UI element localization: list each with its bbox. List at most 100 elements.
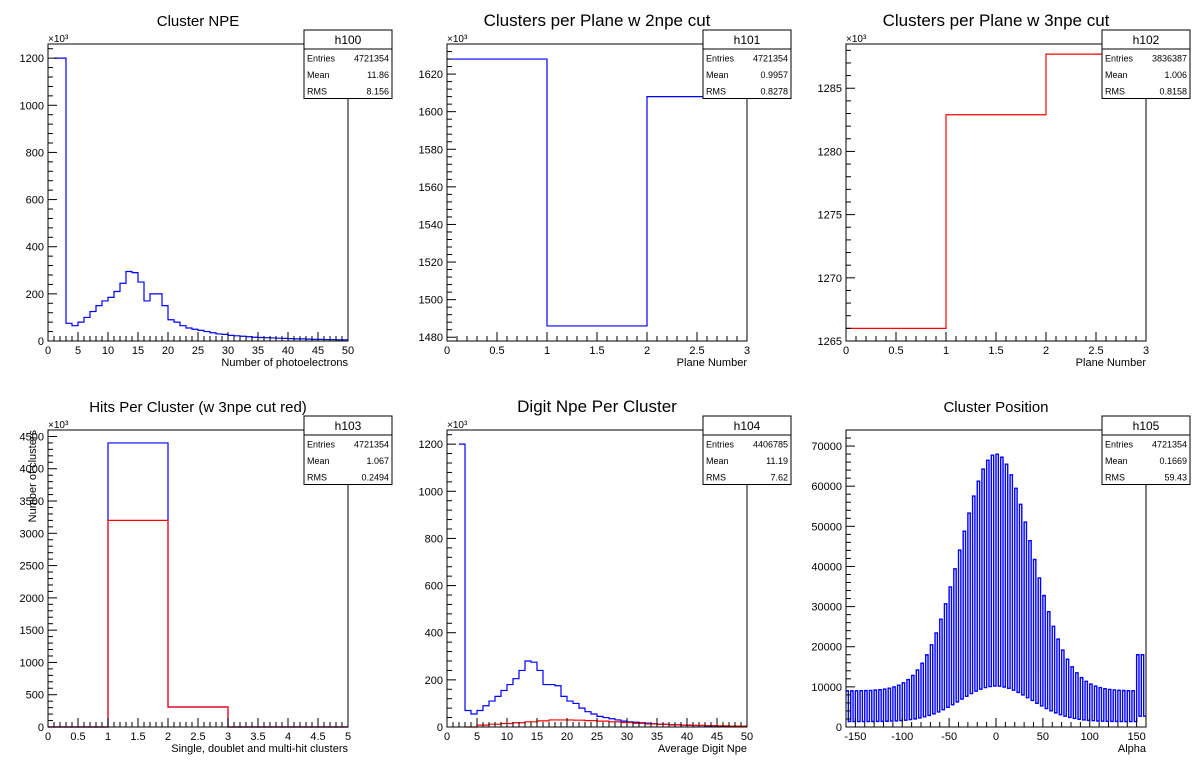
chart-title: Digit Npe Per Cluster <box>517 397 677 416</box>
x-tick-label: 0.5 <box>70 731 85 743</box>
y-tick-label: 1620 <box>419 69 443 81</box>
x-tick-label: 45 <box>711 731 723 743</box>
stats-value: 0.8158 <box>1159 87 1187 97</box>
x-tick-label: 3 <box>1143 345 1149 357</box>
y-tick-label: 40000 <box>811 561 842 573</box>
stats-value: 8.156 <box>366 87 389 97</box>
x-tick-label: -150 <box>844 731 866 743</box>
chart-title: Cluster NPE <box>157 13 240 30</box>
y-tick-label: 3500 <box>20 496 44 508</box>
y-tick-label: 3000 <box>20 528 44 540</box>
stats-value: 4721354 <box>1152 440 1187 450</box>
stats-value: 4721354 <box>753 54 788 64</box>
y-tick-label: 200 <box>425 675 443 687</box>
y-tick-label: 400 <box>425 628 443 640</box>
stats-label: Entries <box>706 440 735 450</box>
y-tick-label: 0 <box>836 722 842 734</box>
x-axis-label: Single, doublet and multi-hit clusters <box>171 743 348 755</box>
y-exponent-label: ×10³ <box>447 420 468 431</box>
stats-label: Mean <box>1105 70 1128 80</box>
y-axis-label: Number of clusters <box>27 430 39 523</box>
stats-box-name: h100 <box>335 33 362 47</box>
y-tick-label: 4500 <box>20 431 44 443</box>
x-axis-label: Plane Number <box>677 357 748 369</box>
stats-box-frame <box>1101 29 1191 99</box>
y-tick-label: 1285 <box>818 83 842 95</box>
x-tick-label: 4.5 <box>310 731 325 743</box>
stats-label: Mean <box>706 70 729 80</box>
x-tick-label: 30 <box>621 731 633 743</box>
x-tick-label: 20 <box>162 345 174 357</box>
stats-box-name: h103 <box>335 419 362 433</box>
stats-value: 11.19 <box>766 456 788 466</box>
stats-value: 0.9957 <box>760 70 788 80</box>
x-tick-label: 2.5 <box>190 731 205 743</box>
y-tick-label: 600 <box>425 581 443 593</box>
stats-value: 4721354 <box>354 54 389 64</box>
histogram-series-1 <box>48 442 348 728</box>
y-tick-label: 1000 <box>419 486 443 498</box>
histogram-series-1 <box>459 443 747 727</box>
stats-box-name: h102 <box>1133 33 1160 47</box>
x-tick-label: 50 <box>342 345 354 357</box>
x-tick-label: 5 <box>474 731 480 743</box>
x-tick-label: 5 <box>345 731 351 743</box>
stats-box: h100 Entries 4721354 Mean 11.86 RMS 8.156 <box>303 29 393 99</box>
x-tick-label: 3 <box>225 731 231 743</box>
x-tick-label: 0 <box>45 345 51 357</box>
stats-box: h103 Entries 4721354 Mean 1.067 RMS 0.2494 <box>303 415 393 485</box>
y-tick-label: 1520 <box>419 257 443 269</box>
x-tick-label: 2 <box>644 345 650 357</box>
stats-box-frame <box>303 29 393 99</box>
x-tick-label: 0 <box>45 731 51 743</box>
y-tick-label: 50000 <box>811 521 842 533</box>
stats-box-frame <box>303 415 393 485</box>
x-tick-label: 5 <box>75 345 81 357</box>
y-tick-label: 1480 <box>419 332 443 344</box>
y-tick-label: 600 <box>26 195 44 207</box>
y-tick-label: 1600 <box>419 107 443 119</box>
histogram-panel-1: Cluster NPE 0 5 10 15 20 25 30 35 40 45 50 0 200 400 60… <box>20 13 393 369</box>
stats-label: Mean <box>307 70 330 80</box>
histogram-panel-3: Clusters per Plane w 3npe cut 0 0.5 1 1.5 2 2.… <box>818 11 1191 369</box>
stats-label: Entries <box>307 440 336 450</box>
x-tick-label: 40 <box>282 345 294 357</box>
plot-frame <box>446 43 748 342</box>
stats-box-name: h101 <box>734 33 761 47</box>
stats-label: RMS <box>706 473 726 483</box>
x-tick-label: 150 <box>1127 731 1145 743</box>
x-tick-label: 1 <box>105 731 111 743</box>
y-tick-label: 1560 <box>419 182 443 194</box>
plot-frame <box>47 429 349 728</box>
stats-value: 1.006 <box>1164 70 1187 80</box>
plot-frame <box>446 429 748 728</box>
y-exponent-label: ×10³ <box>48 420 69 431</box>
x-tick-label: 10 <box>501 731 513 743</box>
x-tick-label: 25 <box>591 731 603 743</box>
stats-value: 3836387 <box>1152 54 1187 64</box>
stats-label: RMS <box>706 87 726 97</box>
histogram-panel-6: Cluster Position -150 -100 -50 0 50 100 150 0 100… <box>811 399 1191 755</box>
y-tick-label: 1000 <box>20 657 44 669</box>
x-tick-label: 2 <box>165 731 171 743</box>
histogram-panel-5: Digit Npe Per Cluster 0 5 10 15 20 25 30 35 40 45 5… <box>419 397 792 755</box>
y-tick-label: 200 <box>26 289 44 301</box>
x-tick-label: 1.5 <box>988 345 1003 357</box>
y-tick-label: 1000 <box>20 100 44 112</box>
x-tick-label: 1.5 <box>589 345 604 357</box>
y-tick-label: 10000 <box>811 682 842 694</box>
histogram-panel-2: Clusters per Plane w 2npe cut 0 0.5 1 1.5 2 2.… <box>419 11 792 369</box>
x-tick-label: -100 <box>891 731 913 743</box>
stats-value: 0.8278 <box>760 87 788 97</box>
stats-box: h105 Entries 4721354 Mean 0.1669 RMS 59.43 <box>1101 415 1191 485</box>
x-tick-label: 1.5 <box>130 731 145 743</box>
x-tick-label: 3.5 <box>250 731 265 743</box>
stats-value: 4406785 <box>753 440 788 450</box>
stats-value: 11.86 <box>367 70 389 80</box>
stats-box-name: h105 <box>1133 419 1160 433</box>
y-tick-label: 2000 <box>20 593 44 605</box>
x-axis-label: Alpha <box>1118 743 1147 755</box>
x-tick-label: 45 <box>312 345 324 357</box>
y-tick-label: 1580 <box>419 144 443 156</box>
